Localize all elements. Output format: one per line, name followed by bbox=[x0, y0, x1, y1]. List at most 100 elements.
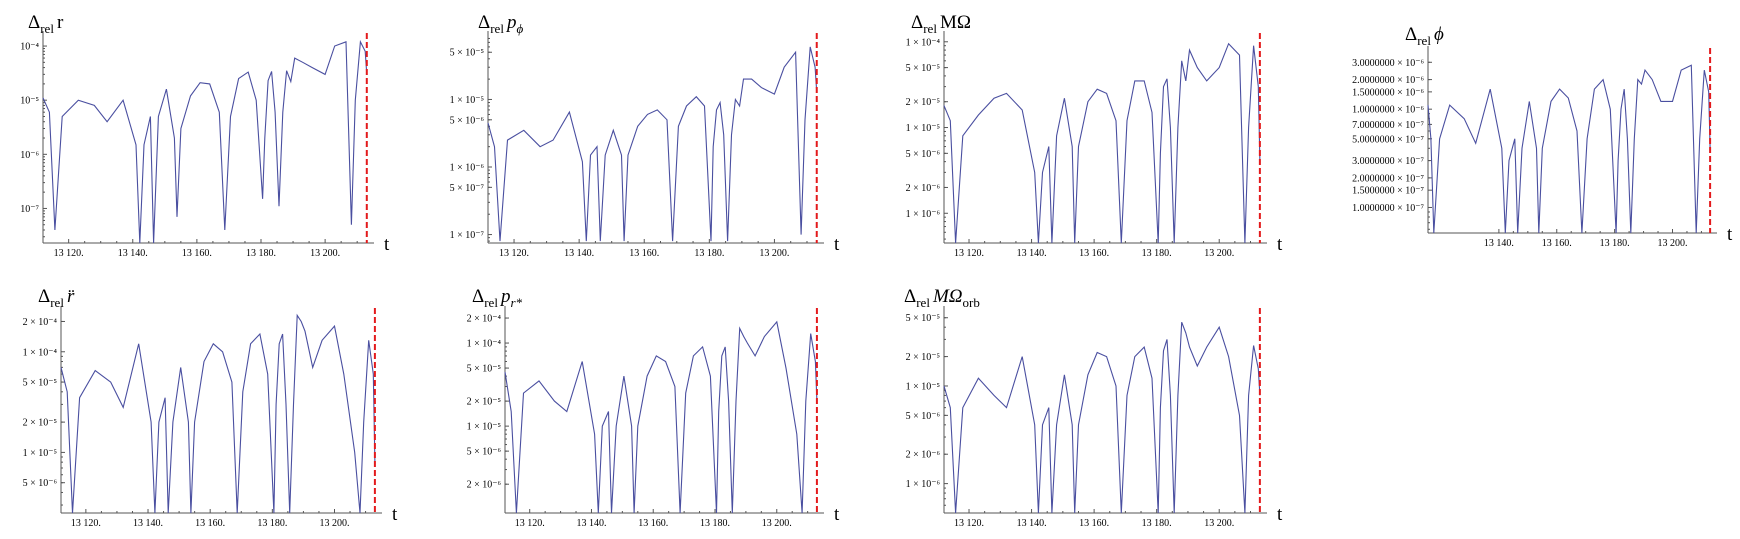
chart-panel-5: 13 120. 13 140. 13 160. 13 180. 13 200. 5 × 1… bbox=[23, 286, 398, 529]
y-tick-label: 1.0000000 × 10⁻⁶ bbox=[1352, 105, 1424, 116]
series-line bbox=[487, 46, 818, 242]
chart-title: Δrel r̈ bbox=[38, 286, 75, 310]
x-tick-label: 13 140. bbox=[576, 518, 606, 529]
x-tick-label: 13 120. bbox=[954, 518, 984, 529]
x-tick-label: 13 120. bbox=[71, 518, 101, 529]
y-tick-label: 10⁻⁵ bbox=[20, 96, 39, 107]
y-tick-label: 3.0000000 × 10⁻⁶ bbox=[1352, 58, 1424, 69]
series-line bbox=[60, 313, 376, 514]
series-line bbox=[1427, 64, 1711, 234]
y-tick-label: 1 × 10⁻⁵ bbox=[467, 422, 501, 433]
y-tick-label: 3.0000000 × 10⁻⁷ bbox=[1352, 156, 1424, 167]
x-tick-label: 13 140. bbox=[1017, 518, 1047, 529]
x-tick-label: 13 160. bbox=[1079, 518, 1109, 529]
y-tick-label: 1 × 10⁻⁶ bbox=[906, 209, 941, 220]
y-tick-label: 5 × 10⁻⁶ bbox=[906, 149, 941, 160]
y-tick-label: 10⁻⁷ bbox=[20, 204, 39, 215]
y-tick-label: 1.0000000 × 10⁻⁷ bbox=[1352, 203, 1424, 214]
x-axis-label: t bbox=[834, 504, 840, 525]
x-tick-label: 13 140. bbox=[118, 248, 148, 259]
y-tick-label: 1 × 10⁻⁶ bbox=[906, 479, 941, 490]
x-axis-label: t bbox=[392, 504, 398, 525]
y-tick-label: 2 × 10⁻⁵ bbox=[23, 418, 57, 429]
y-tick-label: 5 × 10⁻⁶ bbox=[23, 478, 58, 489]
y-tick-label: 1 × 10⁻⁴ bbox=[467, 339, 502, 350]
chart-panel-3: 13 120. 13 140. 13 160. 13 180. 13 200. 1 × 1… bbox=[906, 12, 1283, 259]
y-tick-label: 5 × 10⁻⁵ bbox=[906, 313, 940, 324]
y-tick-label: 1 × 10⁻⁷ bbox=[450, 230, 485, 241]
y-tick-label: 10⁻⁴ bbox=[20, 42, 39, 53]
x-tick-label: 13 180. bbox=[700, 518, 730, 529]
x-tick-label: 13 160. bbox=[629, 248, 659, 259]
x-tick-label: 13 160. bbox=[182, 248, 212, 259]
x-tick-label: 13 160. bbox=[638, 518, 668, 529]
series-line bbox=[943, 42, 1261, 244]
x-tick-label: 13 200. bbox=[1204, 248, 1234, 259]
y-tick-label: 2 × 10⁻⁶ bbox=[906, 183, 941, 194]
x-tick-label: 13 160. bbox=[1542, 238, 1572, 249]
x-tick-label: 13 180. bbox=[257, 518, 287, 529]
x-tick-label: 13 200. bbox=[762, 518, 792, 529]
chart-panel-6: 13 120. 13 140. 13 160. 13 180. 13 200. 2 × 1… bbox=[467, 286, 840, 529]
x-tick-label: 13 180. bbox=[1142, 248, 1172, 259]
x-tick-label: 13 160. bbox=[195, 518, 225, 529]
y-tick-label: 1 × 10⁻⁴ bbox=[23, 347, 58, 358]
y-tick-label: 2 × 10⁻⁶ bbox=[906, 450, 941, 461]
x-tick-label: 13 120. bbox=[954, 248, 984, 259]
x-tick-label: 13 180. bbox=[1600, 238, 1630, 249]
y-tick-label: 2.0000000 × 10⁻⁶ bbox=[1352, 75, 1424, 86]
x-tick-label: 13 160. bbox=[1079, 248, 1109, 259]
x-tick-label: 13 140. bbox=[1017, 248, 1047, 259]
y-tick-label: 5 × 10⁻⁵ bbox=[906, 63, 940, 74]
chart-panel-1: 13 120. 13 140. 13 160. 13 180. 13 200. 10⁻⁷ 1… bbox=[20, 12, 390, 259]
y-tick-label: 5 × 10⁻⁶ bbox=[467, 447, 502, 458]
x-tick-label: 13 200. bbox=[1657, 238, 1687, 249]
chart-title: Δrel ϕ bbox=[1405, 24, 1444, 48]
y-tick-label: 2 × 10⁻⁴ bbox=[23, 317, 58, 328]
y-tick-label: 2 × 10⁻⁴ bbox=[467, 314, 502, 325]
x-axis-label: t bbox=[1277, 504, 1283, 525]
y-tick-label: 2 × 10⁻⁵ bbox=[906, 97, 940, 108]
series-line bbox=[42, 39, 368, 244]
y-tick-label: 1 × 10⁻⁵ bbox=[906, 381, 940, 392]
x-tick-label: 13 200. bbox=[319, 518, 349, 529]
x-tick-label: 13 140. bbox=[133, 518, 163, 529]
chart-panel-2: 13 120. 13 140. 13 160. 13 180. 13 200. 1 × 1… bbox=[450, 12, 840, 259]
series-line bbox=[504, 320, 818, 514]
y-tick-label: 2 × 10⁻⁶ bbox=[467, 480, 502, 491]
chart-title: Δrel pϕ bbox=[478, 12, 523, 36]
y-tick-label: 2 × 10⁻⁵ bbox=[467, 397, 501, 408]
y-tick-label: 5 × 10⁻⁵ bbox=[467, 364, 501, 375]
y-tick-label: 2.0000000 × 10⁻⁷ bbox=[1352, 173, 1424, 184]
x-tick-label: 13 140. bbox=[1484, 238, 1514, 249]
x-tick-label: 13 120. bbox=[499, 248, 529, 259]
x-axis-label: t bbox=[384, 234, 390, 255]
y-tick-label: 5.0000000 × 10⁻⁷ bbox=[1352, 134, 1424, 145]
chart-panel-7: 13 120. 13 140. 13 160. 13 180. 13 200. 1 × 1… bbox=[904, 286, 1283, 529]
y-tick-label: 5 × 10⁻⁵ bbox=[450, 48, 484, 59]
x-tick-label: 13 120. bbox=[54, 248, 84, 259]
y-tick-label: 1 × 10⁻⁴ bbox=[906, 37, 941, 48]
y-tick-label: 1 × 10⁻⁵ bbox=[450, 95, 484, 106]
chart-title: Δrel MΩorb bbox=[904, 286, 980, 310]
chart-title: Δrel pr* bbox=[472, 286, 522, 310]
y-tick-label: 1.5000000 × 10⁻⁷ bbox=[1352, 186, 1424, 197]
x-axis-label: t bbox=[1727, 224, 1733, 245]
chart-title: Δrel MΩ bbox=[911, 12, 971, 36]
y-tick-label: 1 × 10⁻⁵ bbox=[906, 123, 940, 134]
y-tick-label: 2 × 10⁻⁵ bbox=[906, 352, 940, 363]
y-tick-label: 5 × 10⁻⁶ bbox=[450, 115, 485, 126]
x-tick-label: 13 200. bbox=[1204, 518, 1234, 529]
y-tick-label: 1 × 10⁻⁵ bbox=[23, 448, 57, 459]
y-tick-label: 1 × 10⁻⁶ bbox=[450, 163, 485, 174]
x-tick-label: 13 200. bbox=[759, 248, 789, 259]
x-tick-label: 13 180. bbox=[246, 248, 276, 259]
x-tick-label: 13 200. bbox=[310, 248, 340, 259]
x-tick-label: 13 120. bbox=[515, 518, 545, 529]
x-tick-label: 13 180. bbox=[694, 248, 724, 259]
y-tick-label: 7.0000000 × 10⁻⁷ bbox=[1352, 120, 1424, 131]
y-tick-label: 5 × 10⁻⁶ bbox=[906, 411, 941, 422]
x-axis-label: t bbox=[1277, 234, 1283, 255]
x-tick-label: 13 140. bbox=[564, 248, 594, 259]
